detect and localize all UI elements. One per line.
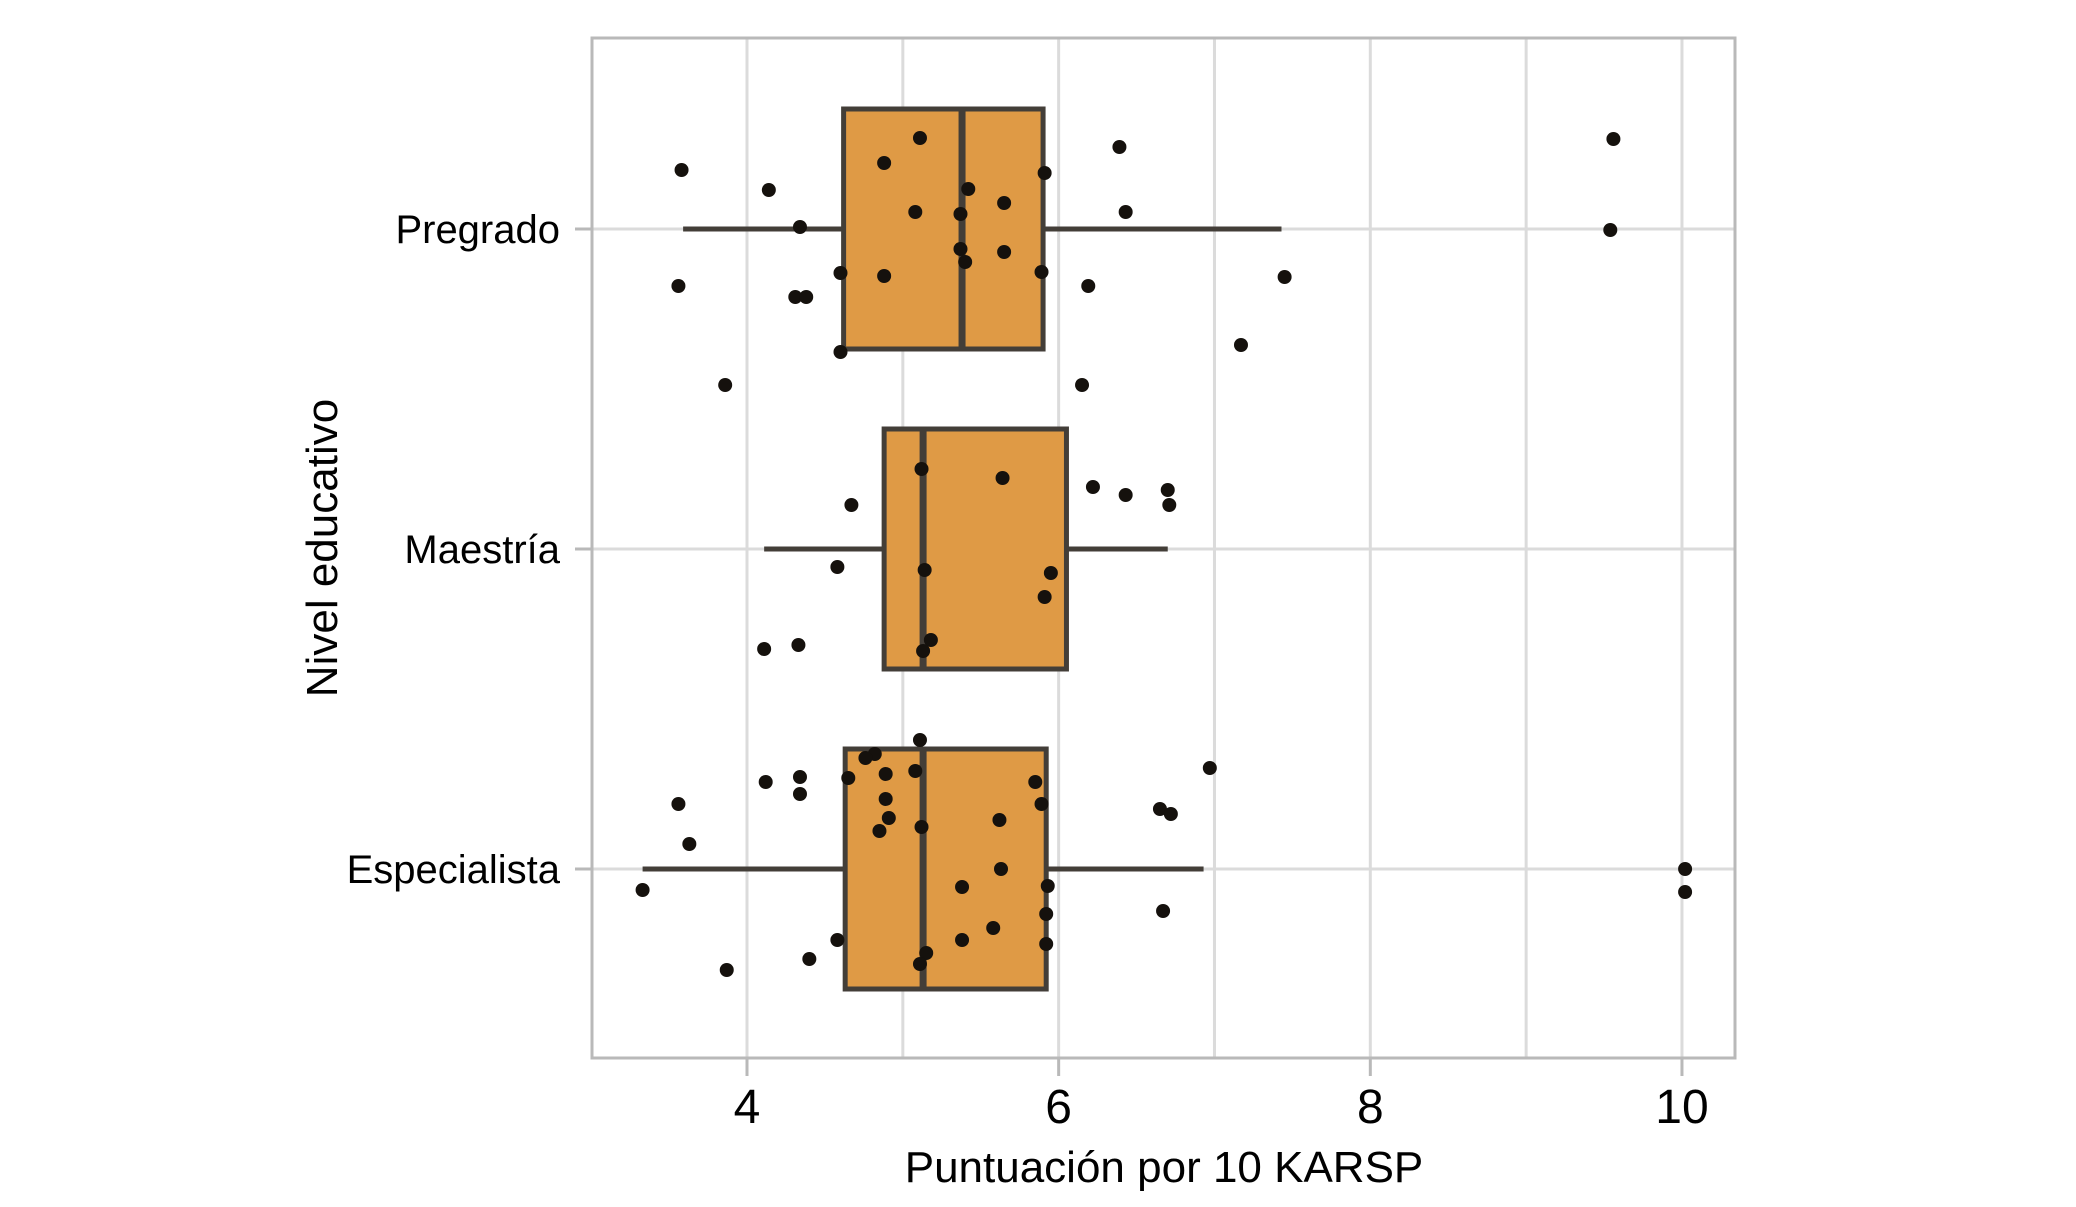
data-point xyxy=(757,642,772,656)
x-axis-title: Puntuación por 10 KARSP xyxy=(904,1143,1424,1192)
data-point xyxy=(919,946,934,960)
data-point xyxy=(955,880,970,894)
data-point xyxy=(788,290,803,304)
data-point xyxy=(799,290,814,304)
data-point xyxy=(994,862,1009,876)
data-point xyxy=(912,131,927,145)
data-point xyxy=(1118,488,1133,502)
data-point xyxy=(1603,223,1618,237)
x-tick-label: 4 xyxy=(734,1081,761,1134)
data-point xyxy=(858,751,873,765)
x-tick-label: 6 xyxy=(1045,1081,1072,1134)
y-category-label-2: Especialista xyxy=(347,848,561,892)
data-point xyxy=(955,933,970,947)
data-point xyxy=(1028,775,1043,789)
data-point xyxy=(1043,566,1058,580)
data-point xyxy=(792,220,807,234)
data-point xyxy=(833,345,848,359)
x-tick-label: 10 xyxy=(1655,1081,1708,1134)
data-point xyxy=(830,933,845,947)
data-point xyxy=(1034,265,1049,279)
data-point xyxy=(917,563,932,577)
data-point xyxy=(635,883,650,897)
data-point xyxy=(878,792,893,806)
data-point xyxy=(1034,797,1049,811)
data-point xyxy=(872,824,887,838)
data-point xyxy=(912,957,927,971)
data-point xyxy=(997,245,1012,259)
data-point xyxy=(671,279,686,293)
box-1 xyxy=(881,426,1069,672)
data-point xyxy=(953,207,968,221)
data-point xyxy=(1202,761,1217,775)
data-point xyxy=(674,163,689,177)
data-point xyxy=(1606,132,1621,146)
data-point xyxy=(1163,807,1178,821)
box-0 xyxy=(841,106,1046,352)
data-point xyxy=(923,633,938,647)
y-axis-title: Nivel educativo xyxy=(298,398,347,698)
data-point xyxy=(1678,885,1693,899)
data-point xyxy=(877,269,892,283)
data-point xyxy=(1040,879,1055,893)
data-point xyxy=(961,182,976,196)
data-point xyxy=(916,644,931,658)
data-point xyxy=(914,462,929,476)
data-point xyxy=(682,837,697,851)
data-point xyxy=(1277,270,1292,284)
box-2 xyxy=(842,746,1049,992)
data-point xyxy=(1152,802,1167,816)
data-point xyxy=(912,733,927,747)
data-point xyxy=(1118,205,1133,219)
data-point xyxy=(1037,590,1052,604)
data-point xyxy=(719,963,734,977)
data-point xyxy=(992,813,1007,827)
data-point xyxy=(1156,904,1171,918)
data-point xyxy=(761,183,776,197)
data-point xyxy=(802,952,817,966)
data-point xyxy=(1039,937,1054,951)
data-point xyxy=(1678,862,1693,876)
data-point xyxy=(1037,166,1052,180)
data-point xyxy=(881,811,896,825)
data-point xyxy=(958,255,973,269)
data-point xyxy=(833,266,848,280)
data-point xyxy=(878,767,893,781)
data-point xyxy=(914,820,929,834)
data-point xyxy=(908,764,923,778)
data-point xyxy=(995,471,1010,485)
data-point xyxy=(844,498,859,512)
data-point xyxy=(908,205,923,219)
data-point xyxy=(1162,498,1177,512)
data-point xyxy=(830,560,845,574)
data-point xyxy=(877,156,892,170)
data-point xyxy=(1233,338,1248,352)
data-point xyxy=(1075,378,1090,392)
data-point xyxy=(1039,907,1054,921)
data-point xyxy=(986,921,1001,935)
data-point xyxy=(758,775,773,789)
data-point xyxy=(792,787,807,801)
x-tick-label: 8 xyxy=(1357,1081,1384,1134)
data-point xyxy=(1160,483,1175,497)
y-category-label-1: Maestría xyxy=(404,528,560,572)
data-point xyxy=(1112,140,1127,154)
data-point xyxy=(1085,480,1100,494)
data-point xyxy=(953,242,968,256)
data-point xyxy=(841,771,856,785)
data-point xyxy=(791,638,806,652)
data-point xyxy=(997,196,1012,210)
data-point xyxy=(718,378,733,392)
y-category-label-0: Pregrado xyxy=(395,208,560,252)
data-point xyxy=(1081,279,1096,293)
data-point xyxy=(792,770,807,784)
data-point xyxy=(671,797,686,811)
